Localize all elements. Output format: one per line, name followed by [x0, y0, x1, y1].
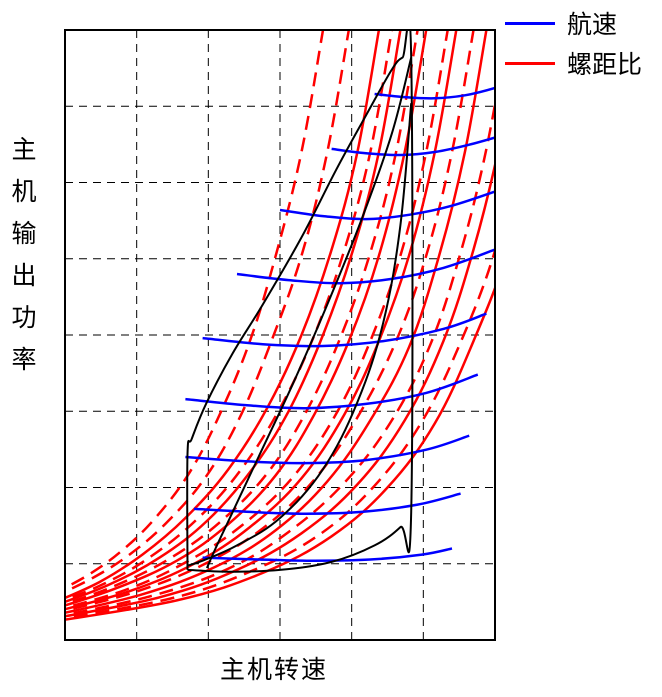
plot-svg — [0, 0, 662, 697]
chart-container: 主机输出功率 主机转速 航速 螺距比 — [0, 0, 662, 697]
